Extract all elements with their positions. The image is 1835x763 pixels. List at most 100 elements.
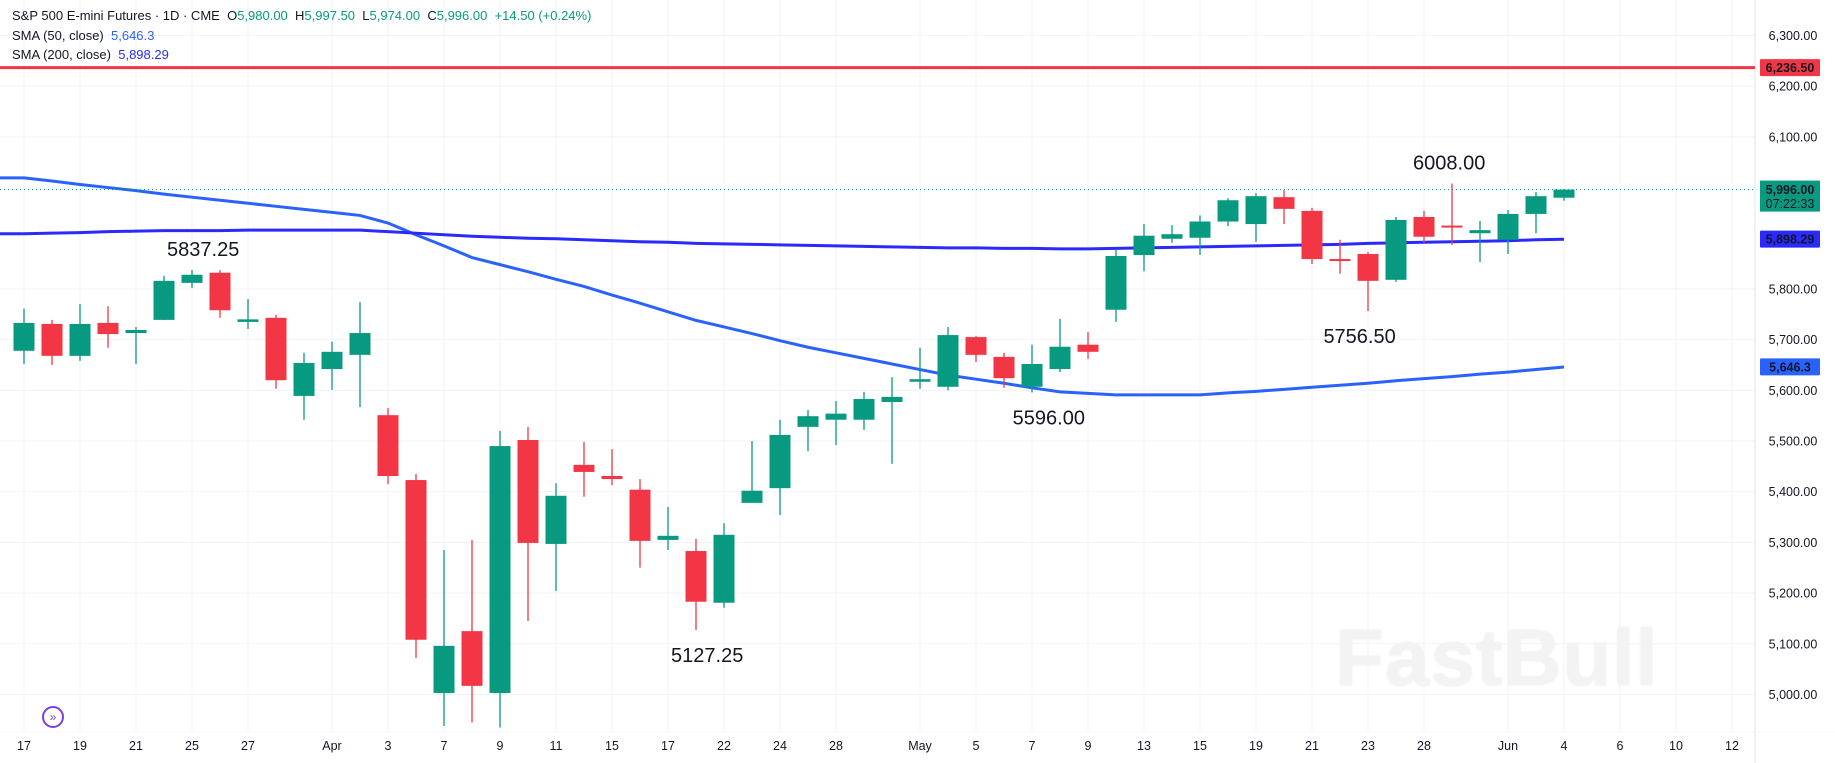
time-axis[interactable]: 17 19 21 25 27 Apr 3 7 9 11 15 17 22 24 28 May 5 7 9 13 15 19… — [17, 739, 1739, 753]
last-price-text: 5,996.00 — [1766, 183, 1815, 197]
candle-up — [853, 398, 875, 420]
time-tick-label: 7 — [441, 739, 448, 753]
candle-down — [97, 322, 119, 335]
candle-up — [181, 274, 203, 283]
time-tick-label: 25 — [185, 739, 199, 753]
sma200-legend-row[interactable]: SMA (200, close) 5,898.29 — [12, 45, 591, 65]
time-tick-label: 6 — [1617, 739, 1624, 753]
time-tick-label: 12 — [1725, 739, 1739, 753]
last-price-badge — [1760, 180, 1820, 212]
price-tick-label: 5,300.00 — [1769, 536, 1818, 550]
time-tick-label: 21 — [1305, 739, 1319, 753]
high-value: 5,997.50 — [304, 8, 356, 23]
candle-up — [237, 319, 259, 322]
candle-up — [909, 379, 931, 382]
time-tick-label: 15 — [1193, 739, 1207, 753]
sma-lines — [0, 176, 1565, 397]
time-tick-label: 5 — [973, 739, 980, 753]
candle-up — [293, 362, 315, 396]
candle-up — [433, 645, 455, 693]
price-annotation: 6008.00 — [1413, 153, 1485, 175]
candle-down — [517, 440, 539, 543]
candle-up — [937, 335, 959, 387]
double-chevron-right-icon[interactable]: » — [42, 706, 64, 728]
level-price-badge — [1760, 59, 1820, 77]
candle-down — [1329, 259, 1351, 262]
time-tick-label: 24 — [773, 739, 787, 753]
price-tick-label: 5,600.00 — [1769, 384, 1818, 398]
candle-up — [1189, 221, 1211, 238]
price-tick-label: 6,300.00 — [1769, 29, 1818, 43]
price-tick-label: 5,800.00 — [1769, 282, 1818, 296]
candle-down — [41, 323, 63, 356]
time-tick-label: Apr — [322, 739, 341, 753]
time-tick-label: 11 — [550, 739, 563, 753]
time-tick-label: Jun — [1498, 739, 1518, 753]
candle-up — [1021, 363, 1043, 387]
price-tick-label: 5,700.00 — [1769, 333, 1818, 347]
candle-up — [489, 446, 511, 693]
candle-up — [881, 396, 903, 402]
price-tick-label: 5,500.00 — [1769, 435, 1818, 449]
time-tick-label: 23 — [1361, 739, 1375, 753]
time-tick-label: 17 — [17, 739, 31, 753]
candles — [13, 183, 1575, 728]
sma50-legend-row[interactable]: SMA (50, close) 5,646.3 — [12, 26, 591, 46]
candle-up — [125, 330, 147, 334]
time-tick-label: May — [908, 739, 932, 753]
overlay: 5837.25 5127.25 5596.00 5756.50 6008.00 — [0, 66, 1755, 667]
candle-down — [265, 317, 287, 381]
candle-up — [13, 322, 35, 351]
price-annotation: 5837.25 — [167, 239, 239, 261]
time-tick-label: 4 — [1561, 739, 1568, 753]
price-tick-label: 5,100.00 — [1769, 637, 1818, 651]
time-tick-label: 28 — [829, 739, 843, 753]
candle-up — [321, 351, 343, 370]
close-label: C — [427, 8, 437, 23]
candle-down — [1273, 197, 1295, 209]
time-tick-label: 9 — [1085, 739, 1092, 753]
sma200-label: SMA (200, close) — [12, 47, 111, 62]
candle-down — [601, 476, 623, 480]
candle-up — [1469, 230, 1491, 234]
candle-up — [349, 333, 371, 355]
sma50-price-badge-text: 5,646.3 — [1769, 360, 1811, 374]
bar-countdown-text: 07:22:33 — [1766, 197, 1815, 211]
candle-up — [1217, 200, 1239, 222]
price-tick-label: 5,200.00 — [1769, 587, 1818, 601]
candle-up — [825, 413, 847, 420]
symbol-legend-row[interactable]: S&P 500 E-mini Futures · 1D · CME O5,980… — [12, 6, 591, 26]
candle-up — [545, 495, 567, 544]
time-tick-label: 22 — [717, 739, 731, 753]
time-tick-label: 13 — [1137, 739, 1151, 753]
candle-down — [629, 489, 651, 541]
candle-down — [405, 480, 427, 640]
sma50-line — [0, 176, 1565, 397]
candle-down — [965, 337, 987, 355]
candle-up — [1105, 255, 1127, 310]
high-label: H — [295, 8, 305, 23]
change-value: +14.50 (+0.24%) — [494, 8, 592, 23]
sma50-price-badge — [1760, 358, 1820, 376]
candle-down — [1357, 253, 1379, 281]
open-value: 5,980.00 — [237, 8, 288, 23]
symbol-title: S&P 500 E-mini Futures · 1D · CME — [12, 8, 220, 23]
chart-legend: S&P 500 E-mini Futures · 1D · CME O5,980… — [12, 6, 591, 65]
time-tick-label: 9 — [497, 739, 504, 753]
candle-up — [657, 535, 679, 540]
candle-up — [769, 434, 791, 489]
candle-down — [1441, 225, 1463, 228]
candle-down — [461, 631, 483, 686]
fastbull-watermark: FastBull — [1335, 613, 1659, 702]
candle-up — [1161, 234, 1183, 239]
candle-up — [153, 280, 175, 320]
price-axis[interactable]: 5,000.00 5,100.00 5,200.00 5,300.00 5,400.00… — [1760, 29, 1820, 702]
price-tick-label: 5,000.00 — [1769, 688, 1818, 702]
candle-up — [741, 490, 763, 503]
level-price-badge-text: 6,236.50 — [1766, 61, 1815, 75]
candle-up — [713, 534, 735, 603]
open-label: O — [227, 8, 238, 23]
time-tick-label: 21 — [129, 739, 143, 753]
